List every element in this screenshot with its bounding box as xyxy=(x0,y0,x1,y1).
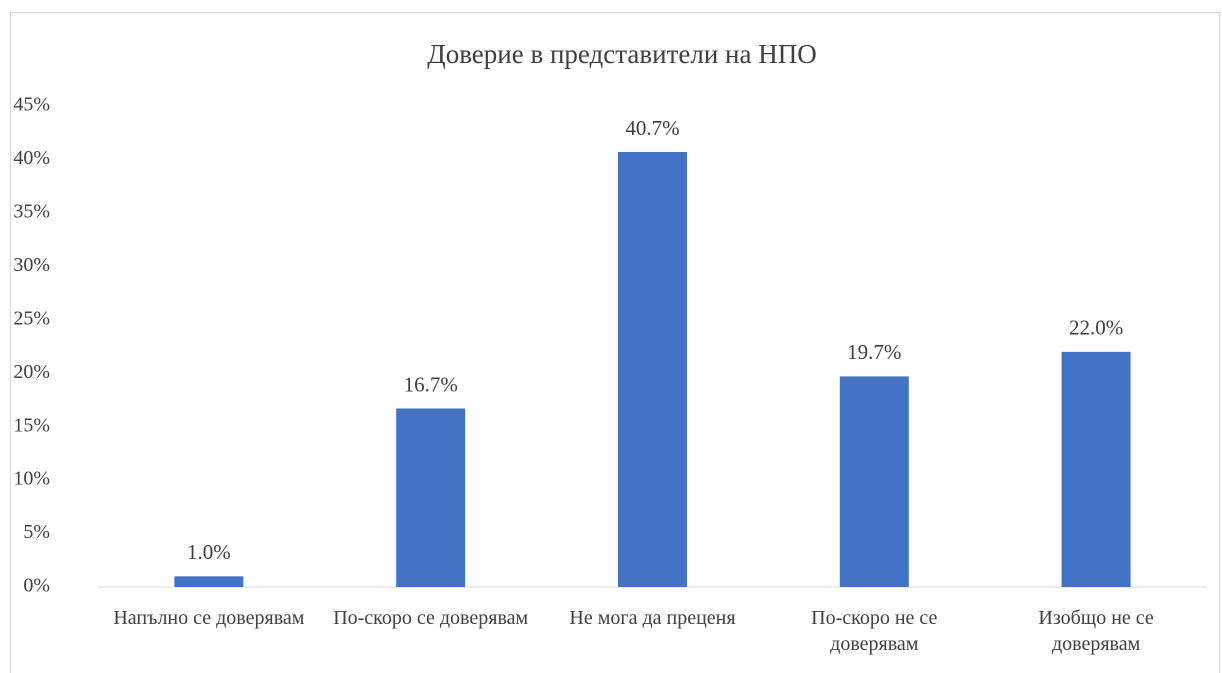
chart-border xyxy=(10,12,1220,673)
data-label: 16.7% xyxy=(404,372,458,396)
bar xyxy=(174,576,244,587)
y-tick-label: 40% xyxy=(13,147,50,169)
x-tick-label: По-скоро не се доверявам xyxy=(811,607,938,655)
y-tick-label: 0% xyxy=(23,575,50,597)
y-tick-label: 45% xyxy=(13,94,50,116)
data-label: 19.7% xyxy=(847,340,901,364)
y-tick-label: 15% xyxy=(13,414,50,436)
y-tick-label: 35% xyxy=(13,200,50,222)
x-tick-label: Изобщо не се доверявам xyxy=(1038,607,1154,655)
y-tick-label: 5% xyxy=(23,521,50,543)
x-tick-label: Не мога да преценя xyxy=(569,607,736,629)
bar xyxy=(396,408,466,587)
data-label: 22.0% xyxy=(1069,316,1123,340)
chart-title: Доверие в представители на НПО xyxy=(427,39,816,69)
x-tick-label: По-скоро се доверявам xyxy=(333,607,529,629)
y-tick-label: 30% xyxy=(13,254,50,276)
x-tick-label: Напълно се доверявам xyxy=(113,607,305,629)
bar xyxy=(1061,351,1131,587)
data-label: 1.0% xyxy=(187,540,231,564)
data-label: 40.7% xyxy=(625,116,679,140)
bar xyxy=(839,376,909,587)
y-tick-label: 20% xyxy=(13,361,50,383)
y-tick-label: 10% xyxy=(13,468,50,490)
y-tick-label: 25% xyxy=(13,307,50,329)
bar xyxy=(618,151,687,587)
